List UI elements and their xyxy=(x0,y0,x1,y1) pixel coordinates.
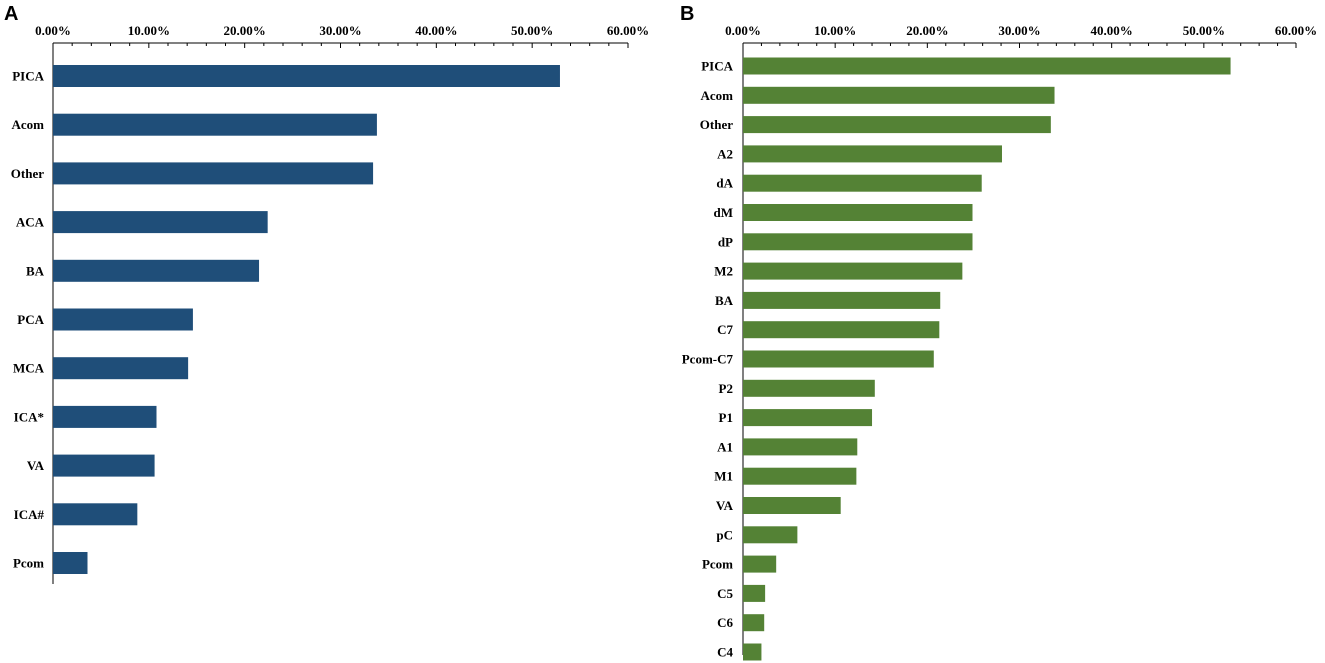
panel-b-bar-other xyxy=(743,116,1051,134)
panel-a-chart: A 0.00% 10.00% 20.00% 30.00% 40.00% 50.00% 60.… xyxy=(4,3,649,584)
panel-b-bar-p2 xyxy=(743,379,875,397)
panel-b-bar-c4 xyxy=(743,643,762,661)
panel-a-x-tick-label: 10.00% xyxy=(128,23,170,38)
panel-a-bar-pica xyxy=(53,65,560,87)
panel-a-x-tick-label: 0.00% xyxy=(35,23,71,38)
panel-b-bar-a1 xyxy=(743,438,858,456)
panel-a-bar-acom xyxy=(53,113,377,136)
panel-b-category-label: Pcom xyxy=(702,557,733,572)
panel-a-x-tick-label: 60.00% xyxy=(607,23,649,38)
panel-b-bar-va xyxy=(743,497,841,514)
panel-a-x-tick-label: 40.00% xyxy=(415,23,457,38)
panel-b-bar-c5 xyxy=(743,584,766,602)
panel-b-bar-dp xyxy=(743,233,973,251)
panel-b-category-label: P2 xyxy=(719,381,733,396)
panel-a-bar-aca xyxy=(53,211,268,234)
panel-a-category-label: ACA xyxy=(16,215,45,230)
panel-a-bar-ba xyxy=(53,259,260,282)
panel-a-category-label: ICA* xyxy=(14,409,44,424)
panel-b-bar-m1 xyxy=(743,467,857,485)
panel-b-x-tick-label: 40.00% xyxy=(1091,23,1133,38)
panel-a-bar-ica- xyxy=(53,503,138,526)
panel-b-category-label: A2 xyxy=(717,146,733,161)
panel-b-category-label: M2 xyxy=(714,264,733,279)
panel-a-x-tick-label: 50.00% xyxy=(511,23,553,38)
panel-a-category-label: Pcom xyxy=(13,556,44,571)
panel-b-bar-a2 xyxy=(743,145,1002,163)
panel-a-bar-va xyxy=(53,454,155,477)
panel-a-x-tick-label: 20.00% xyxy=(224,23,266,38)
panel-b-category-label: C6 xyxy=(717,615,733,630)
panel-a-category-label: PICA xyxy=(12,69,44,84)
panel-a-category-label: Acom xyxy=(12,117,45,132)
panel-b-category-label: Acom xyxy=(701,88,734,103)
panel-b-category-label: BA xyxy=(715,293,734,308)
panel-b-bar-ba xyxy=(743,291,941,309)
panel-b-category-label: Pcom-C7 xyxy=(682,352,734,367)
panel-b-bar-pcom xyxy=(743,555,777,573)
panel-b-bar-pica xyxy=(743,57,1231,75)
panel-b-category-label: dM xyxy=(714,205,734,220)
panel-a-category-label: BA xyxy=(26,263,45,278)
panel-b-bar-m2 xyxy=(743,262,963,280)
panel-b-x-tick-label: 50.00% xyxy=(1183,23,1225,38)
panel-a-category-label: VA xyxy=(27,458,45,473)
panel-b-category-label: M1 xyxy=(714,469,733,484)
panel-b-letter: B xyxy=(680,3,694,25)
panel-a-category-label: Other xyxy=(11,166,44,181)
panel-a-bar-pcom xyxy=(53,552,88,574)
panel-a-category-label: MCA xyxy=(13,361,45,376)
panel-b-category-label: P1 xyxy=(719,410,733,425)
panel-b-bar-pc xyxy=(743,526,798,544)
panel-b-bar-da xyxy=(743,174,982,192)
panel-b-x-tick-label: 10.00% xyxy=(814,23,856,38)
panel-a-category-label: PCA xyxy=(17,312,44,327)
panel-b-category-label: dA xyxy=(716,176,733,191)
panel-b-bar-pcom-c7 xyxy=(743,350,934,368)
panel-b-x-tick-label: 60.00% xyxy=(1275,23,1317,38)
panel-b-category-label: C5 xyxy=(717,586,733,601)
panel-a-x-tick-label: 30.00% xyxy=(319,23,361,38)
panel-b-category-label: VA xyxy=(716,498,734,513)
panel-b-chart: B 0.00% 10.00% 20.00% 30.00% 40.00% 50.00% 60.… xyxy=(680,3,1317,661)
panel-b-bar-acom xyxy=(743,86,1055,104)
panel-a-letter: A xyxy=(4,3,18,25)
panel-b-x-tick-label: 30.00% xyxy=(998,23,1040,38)
panel-b-bar-c6 xyxy=(743,614,765,632)
panel-b-bar-p1 xyxy=(743,409,873,427)
panel-b-x-tick-label: 0.00% xyxy=(725,23,761,38)
panel-b-category-label: PICA xyxy=(701,59,733,74)
panel-b-bar-c7 xyxy=(743,321,940,339)
panel-b-category-label: pC xyxy=(716,527,733,542)
panel-a-bar-other xyxy=(53,162,374,185)
panel-b-x-tick-label: 20.00% xyxy=(906,23,948,38)
panel-b-category-label: Other xyxy=(700,117,733,132)
panel-a-category-label: ICA# xyxy=(14,507,45,522)
panel-b-category-label: C4 xyxy=(717,645,733,660)
panel-b-category-label: C7 xyxy=(717,322,733,337)
panel-a-bar-pca xyxy=(53,308,193,331)
panel-b-bar-dm xyxy=(743,204,973,221)
panel-b-category-label: A1 xyxy=(717,439,733,454)
panel-a-bar-ica- xyxy=(53,405,157,428)
panel-a-bar-mca xyxy=(53,357,189,380)
panel-b-category-label: dP xyxy=(718,234,733,249)
